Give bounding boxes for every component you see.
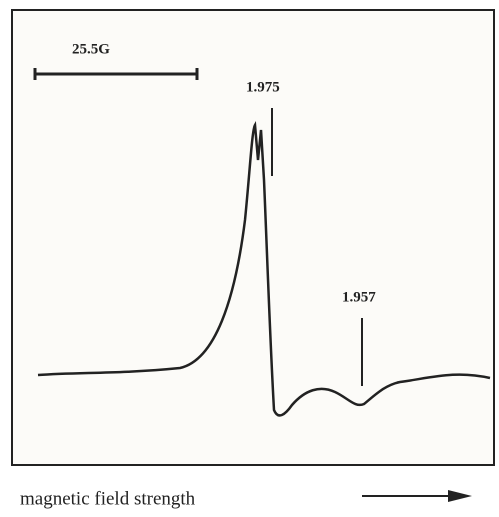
spectrum-trace: [37, 121, 491, 417]
x-axis-label: magnetic field strength: [20, 488, 196, 509]
scale-bar: [33, 68, 199, 80]
arrow-head: [448, 490, 472, 502]
frame: [11, 9, 495, 466]
scale-bar-label: 25.5G: [72, 41, 110, 57]
marker-label: 1.975: [246, 79, 280, 95]
marker-label: 1.957: [342, 289, 376, 305]
